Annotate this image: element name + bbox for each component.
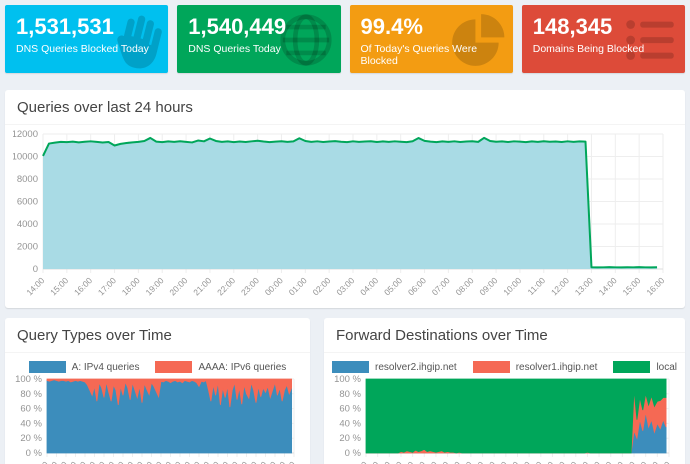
stat-cards-row: 1,531,531 DNS Queries Blocked Today 1,54… [5, 5, 685, 73]
domains-blocked-value: 148,345 [532, 14, 613, 39]
query-types-title: Query Types over Time [5, 318, 310, 353]
svg-text:04:00: 04:00 [358, 275, 380, 297]
legend-item-resolver1: resolver1.ihgip.net [472, 361, 598, 373]
queries-panel-title: Queries over last 24 hours [5, 90, 685, 125]
svg-text:4000: 4000 [17, 219, 38, 230]
svg-text:14:00: 14:00 [24, 275, 46, 297]
svg-text:2000: 2000 [17, 242, 38, 253]
legend-item-resolver2: resolver2.ihgip.net [332, 361, 457, 373]
local-legend-label: local [656, 361, 678, 373]
resolver1-swatch [472, 361, 510, 373]
stat-card-queries-today[interactable]: 1,540,449 DNS Queries Today [177, 5, 341, 73]
list-icon [626, 20, 674, 60]
query-types-chart[interactable]: 100 %80 %60 %40 %20 %0 %14:0015:0016:001… [13, 374, 302, 464]
queries-today-label: DNS Queries Today [188, 43, 281, 55]
forward-destinations-panel: Forward Destinations over Time resolver2… [324, 318, 686, 464]
svg-text:60 %: 60 % [339, 404, 361, 415]
ipv6-legend-label: AAAA: IPv6 queries [198, 361, 287, 373]
stat-card-percent-blocked[interactable]: 99.4% Of Today's Queries Were Blocked [349, 5, 513, 73]
svg-text:16:00: 16:00 [644, 275, 666, 297]
svg-text:60 %: 60 % [20, 404, 42, 415]
svg-text:03:00: 03:00 [334, 275, 356, 297]
legend-item-ipv4: A: IPv4 queries [28, 361, 140, 373]
hand-block-icon [117, 15, 163, 69]
queries-blocked-value: 1,531,531 [16, 14, 114, 39]
svg-text:10000: 10000 [13, 152, 38, 163]
local-swatch [613, 361, 651, 373]
svg-text:40 %: 40 % [339, 418, 361, 429]
domains-blocked-label: Domains Being Blocked [532, 43, 645, 55]
forward-destinations-legend: resolver2.ihgip.net resolver1.ihgip.net … [332, 355, 677, 375]
svg-text:20 %: 20 % [339, 433, 361, 444]
ipv4-legend-label: A: IPv4 queries [71, 361, 140, 373]
svg-text:16:00: 16:00 [72, 275, 94, 297]
svg-text:100 %: 100 % [15, 375, 42, 385]
query-types-legend: A: IPv4 queries AAAA: IPv6 queries [13, 355, 302, 375]
forward-destinations-title: Forward Destinations over Time [324, 318, 686, 353]
svg-text:17:00: 17:00 [96, 275, 118, 297]
svg-text:8000: 8000 [17, 174, 38, 185]
resolver2-legend-label: resolver2.ihgip.net [375, 361, 457, 373]
svg-text:13:00: 13:00 [573, 275, 595, 297]
svg-text:00:00: 00:00 [263, 275, 285, 297]
svg-text:80 %: 80 % [20, 389, 42, 400]
queries-today-value: 1,540,449 [188, 14, 287, 39]
svg-text:100 %: 100 % [334, 375, 361, 385]
svg-text:6000: 6000 [17, 197, 38, 208]
svg-text:12000: 12000 [13, 129, 38, 140]
ipv6-swatch [155, 361, 193, 373]
legend-item-local: local [613, 361, 677, 373]
queries-blocked-label: DNS Queries Blocked Today [16, 43, 149, 55]
globe-icon [279, 14, 332, 66]
resolver1-legend-label: resolver1.ihgip.net [515, 361, 598, 373]
svg-text:0 %: 0 % [345, 448, 362, 459]
svg-text:11:00: 11:00 [526, 275, 548, 297]
ipv4-swatch [28, 361, 66, 373]
percent-blocked-value: 99.4% [360, 14, 423, 39]
svg-text:80 %: 80 % [339, 389, 361, 400]
query-types-panel: Query Types over Time A: IPv4 queries AA… [5, 318, 310, 464]
queries-over-time-chart[interactable]: 12000 10000 8000 6000 4000 2000 0 14:00 15:00 16:… [12, 127, 677, 309]
svg-text:14:00: 14:00 [28, 459, 50, 464]
svg-text:09:00: 09:00 [477, 275, 499, 297]
percent-blocked-label: Of Today's Queries Were Blocked [360, 43, 478, 67]
bottom-panels-row: Query Types over Time A: IPv4 queries AA… [5, 318, 686, 464]
stat-card-queries-blocked[interactable]: 1,531,531 DNS Queries Blocked Today [5, 5, 169, 73]
svg-text:15:00: 15:00 [620, 275, 642, 297]
svg-text:23:00: 23:00 [239, 275, 261, 297]
legend-item-ipv6: AAAA: IPv6 queries [155, 361, 286, 373]
svg-text:0: 0 [33, 264, 38, 275]
svg-text:02:00: 02:00 [310, 275, 332, 297]
resolver2-swatch [332, 361, 369, 373]
pie-chart-icon [451, 14, 505, 66]
svg-text:40 %: 40 % [20, 418, 42, 429]
svg-text:15:00: 15:00 [48, 275, 70, 297]
svg-text:12:00: 12:00 [549, 275, 571, 297]
stat-card-domains-blocked[interactable]: 148,345 Domains Being Blocked [521, 5, 685, 73]
svg-text:10:00: 10:00 [501, 275, 523, 297]
svg-text:21:00: 21:00 [191, 275, 213, 297]
queries-over-time-panel: Queries over last 24 hours 12000 10000 800… [5, 90, 685, 308]
svg-text:0 %: 0 % [26, 448, 43, 459]
svg-text:14:00: 14:00 [597, 275, 619, 297]
forward-destinations-chart[interactable]: 100 %80 %60 %40 %20 %0 %14:0015:0016:001… [332, 374, 677, 464]
svg-text:19:00: 19:00 [144, 275, 166, 297]
svg-text:22:00: 22:00 [215, 275, 237, 297]
svg-text:01:00: 01:00 [287, 275, 309, 297]
svg-text:20:00: 20:00 [167, 275, 189, 297]
svg-text:18:00: 18:00 [120, 275, 142, 297]
svg-text:08:00: 08:00 [454, 275, 476, 297]
svg-text:06:00: 06:00 [406, 275, 428, 297]
svg-text:07:00: 07:00 [430, 275, 452, 297]
svg-text:14:00: 14:00 [347, 459, 369, 464]
svg-text:20 %: 20 % [20, 433, 42, 444]
svg-text:05:00: 05:00 [382, 275, 404, 297]
